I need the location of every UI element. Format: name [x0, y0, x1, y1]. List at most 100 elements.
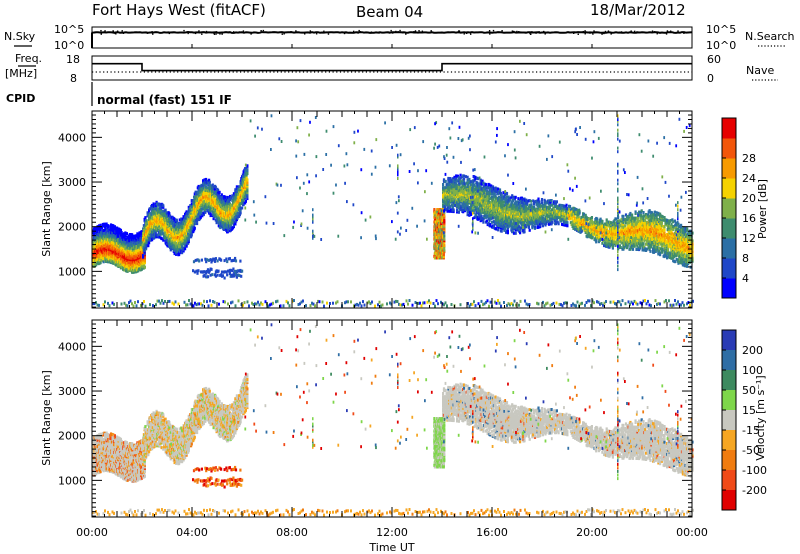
power-cell [140, 243, 143, 247]
power-cell [205, 185, 208, 189]
power-cell [514, 195, 517, 199]
power-cell [216, 201, 219, 205]
noise-sample [592, 33, 594, 35]
power-cell [234, 259, 238, 263]
power-cell [157, 216, 160, 220]
noise-sample [213, 32, 215, 35]
noise-sample [114, 32, 116, 35]
noise-sample [104, 30, 106, 32]
power-cell [233, 214, 236, 218]
power-cell [217, 218, 220, 221]
power-cell [175, 220, 178, 224]
power-cell [241, 269, 244, 273]
power-cell [230, 204, 233, 208]
power-cell [193, 209, 196, 213]
noise-sample [352, 30, 355, 33]
power-cell [158, 224, 161, 228]
power-cell [222, 218, 225, 222]
power-cell [140, 256, 143, 260]
power-cell [220, 225, 223, 229]
power-cell [155, 208, 158, 212]
power-cell [212, 217, 215, 221]
power-cell [233, 194, 236, 198]
power-cell [105, 233, 108, 237]
noise-sample [654, 31, 656, 33]
power-cell [143, 261, 146, 265]
power-cell [165, 236, 168, 240]
power-cell [135, 270, 138, 274]
power-cell [192, 222, 195, 226]
noise-sample [603, 32, 605, 35]
power-cell [228, 200, 231, 204]
power-cell [186, 224, 189, 228]
noise-sample [584, 30, 586, 32]
power-cell [159, 226, 162, 230]
noise-sample [100, 29, 102, 32]
power-cell [163, 215, 166, 219]
power-cell [222, 221, 225, 225]
power-cell [442, 183, 445, 186]
power-cell [226, 228, 229, 232]
power-cell [225, 205, 228, 209]
power-cell [482, 220, 485, 224]
noise-sample [651, 30, 654, 32]
power-cell [143, 249, 146, 252]
power-cell [193, 228, 196, 232]
power-cell [180, 217, 183, 221]
power-cell [166, 241, 169, 245]
power-cell [129, 247, 132, 251]
power-cell [239, 211, 242, 215]
noise-sample [281, 33, 283, 35]
power-cell [162, 238, 165, 242]
power-cell [110, 251, 113, 255]
noise-sample [610, 32, 612, 34]
power-cell [497, 228, 500, 232]
power-cell [246, 169, 249, 172]
power-cell [161, 209, 164, 213]
power-cell [498, 188, 502, 192]
noise-sample [171, 31, 173, 34]
power-cell [131, 247, 134, 251]
power-cell [112, 261, 115, 265]
noise-sample [122, 32, 125, 34]
power-cell [443, 248, 446, 252]
power-cell [198, 194, 201, 198]
power-cell [188, 233, 191, 237]
noise-sample [357, 32, 359, 34]
power-cell [129, 250, 132, 254]
power-cell [187, 205, 190, 209]
noise-sample [399, 31, 402, 33]
power-cell [157, 233, 160, 237]
power-cell [175, 218, 178, 222]
power-cell [99, 234, 102, 238]
noise-sample [421, 30, 424, 32]
power-cell [217, 195, 220, 199]
power-cell [190, 235, 193, 239]
power-cell [105, 222, 108, 226]
power-cell [143, 265, 146, 269]
noise-sample [666, 30, 669, 32]
power-cell [444, 179, 447, 183]
power-cell [179, 235, 182, 239]
noise-sample [290, 31, 292, 33]
power-cell [167, 220, 170, 224]
power-cell [124, 231, 127, 235]
noise-sample [194, 32, 197, 35]
power-cell [117, 233, 120, 237]
power-cell [143, 258, 146, 261]
power-cell [124, 233, 127, 236]
power-cell [150, 236, 153, 240]
noise-sample [232, 31, 235, 33]
noise-sample [601, 33, 603, 35]
noise-sample [323, 30, 325, 32]
power-cell [174, 224, 177, 228]
power-cell [197, 191, 200, 195]
noise-sample [187, 32, 189, 35]
power-cell [196, 222, 199, 226]
noise-sample [236, 32, 239, 34]
power-cell [142, 232, 145, 236]
power-cell [244, 199, 247, 203]
nave-label: Nave [746, 64, 774, 77]
power-cell [240, 274, 243, 278]
